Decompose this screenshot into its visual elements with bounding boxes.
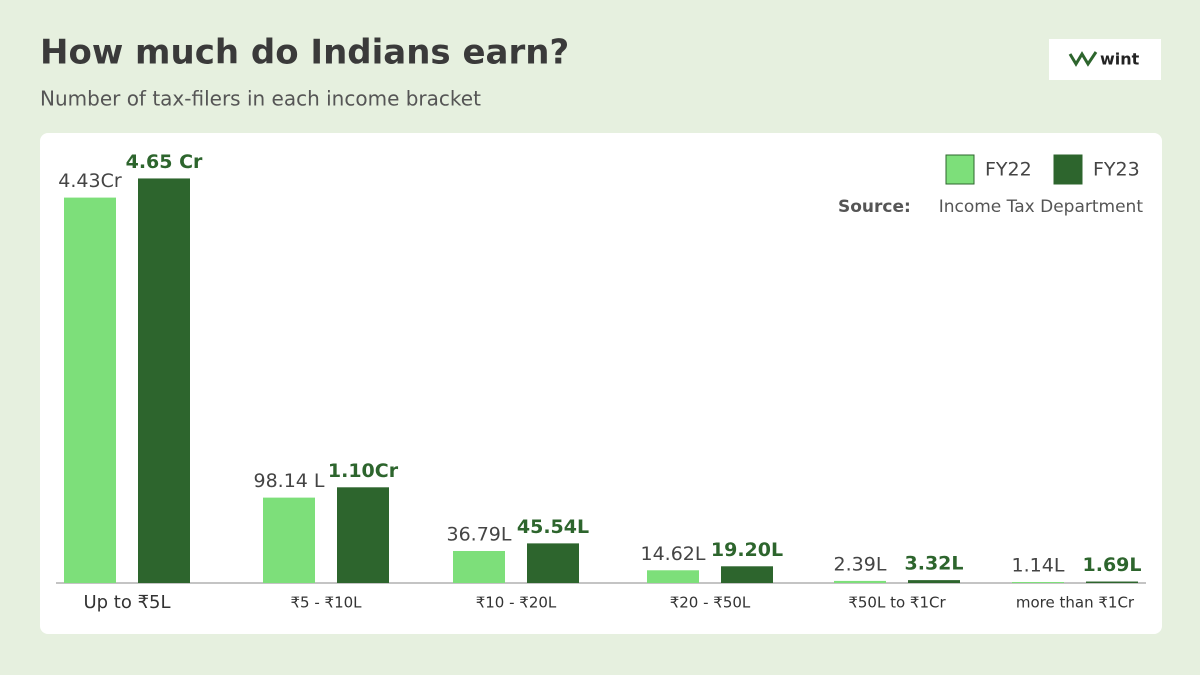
x-tick-label: ₹5 - ₹10L [290,594,362,612]
x-tick-label: ₹50L to ₹1Cr [848,594,946,612]
legend-swatch [945,154,975,185]
bar [721,566,773,583]
bar [647,570,699,583]
chart-subtitle: Number of tax-filers in each income brac… [40,87,481,111]
value-label: 4.43Cr [58,170,122,192]
bar [1086,581,1138,583]
value-label: 36.79L [447,523,512,545]
x-tick-label: Up to ₹5L [83,592,170,613]
bar [908,580,960,583]
value-label: 1.10Cr [328,460,399,482]
bar [527,543,579,583]
logo-box [1049,39,1161,80]
legend-label: FY22 [985,159,1032,181]
bar [337,487,389,583]
value-label: 14.62L [641,543,706,565]
logo-text: wint [1100,50,1140,69]
chart-title: How much do Indians earn? [40,33,569,73]
bar [138,178,190,583]
value-label: 45.54L [517,516,589,538]
legend-swatch [1053,154,1083,185]
bar [1012,582,1064,583]
bar [453,550,505,583]
panel [40,133,1162,634]
value-label: 19.20L [711,539,783,561]
x-tick-label: ₹20 - ₹50L [670,594,751,612]
value-label: 2.39L [834,553,887,575]
value-label: 3.32L [905,553,964,575]
value-label: 4.65 Cr [126,151,203,173]
value-label: 98.14 L [253,470,324,492]
logo-icon [1068,51,1098,67]
source: Income Tax Department [939,197,1144,217]
source-label: Source: [838,197,911,217]
x-tick-label: ₹10 - ₹20L [476,594,557,612]
bar [64,197,116,583]
x-tick-label: more than ₹1Cr [1016,594,1135,612]
bar [263,497,315,583]
bar [834,580,886,583]
value-label: 1.69L [1083,554,1142,576]
legend-label: FY23 [1093,159,1140,181]
value-label: 1.14L [1012,555,1065,577]
